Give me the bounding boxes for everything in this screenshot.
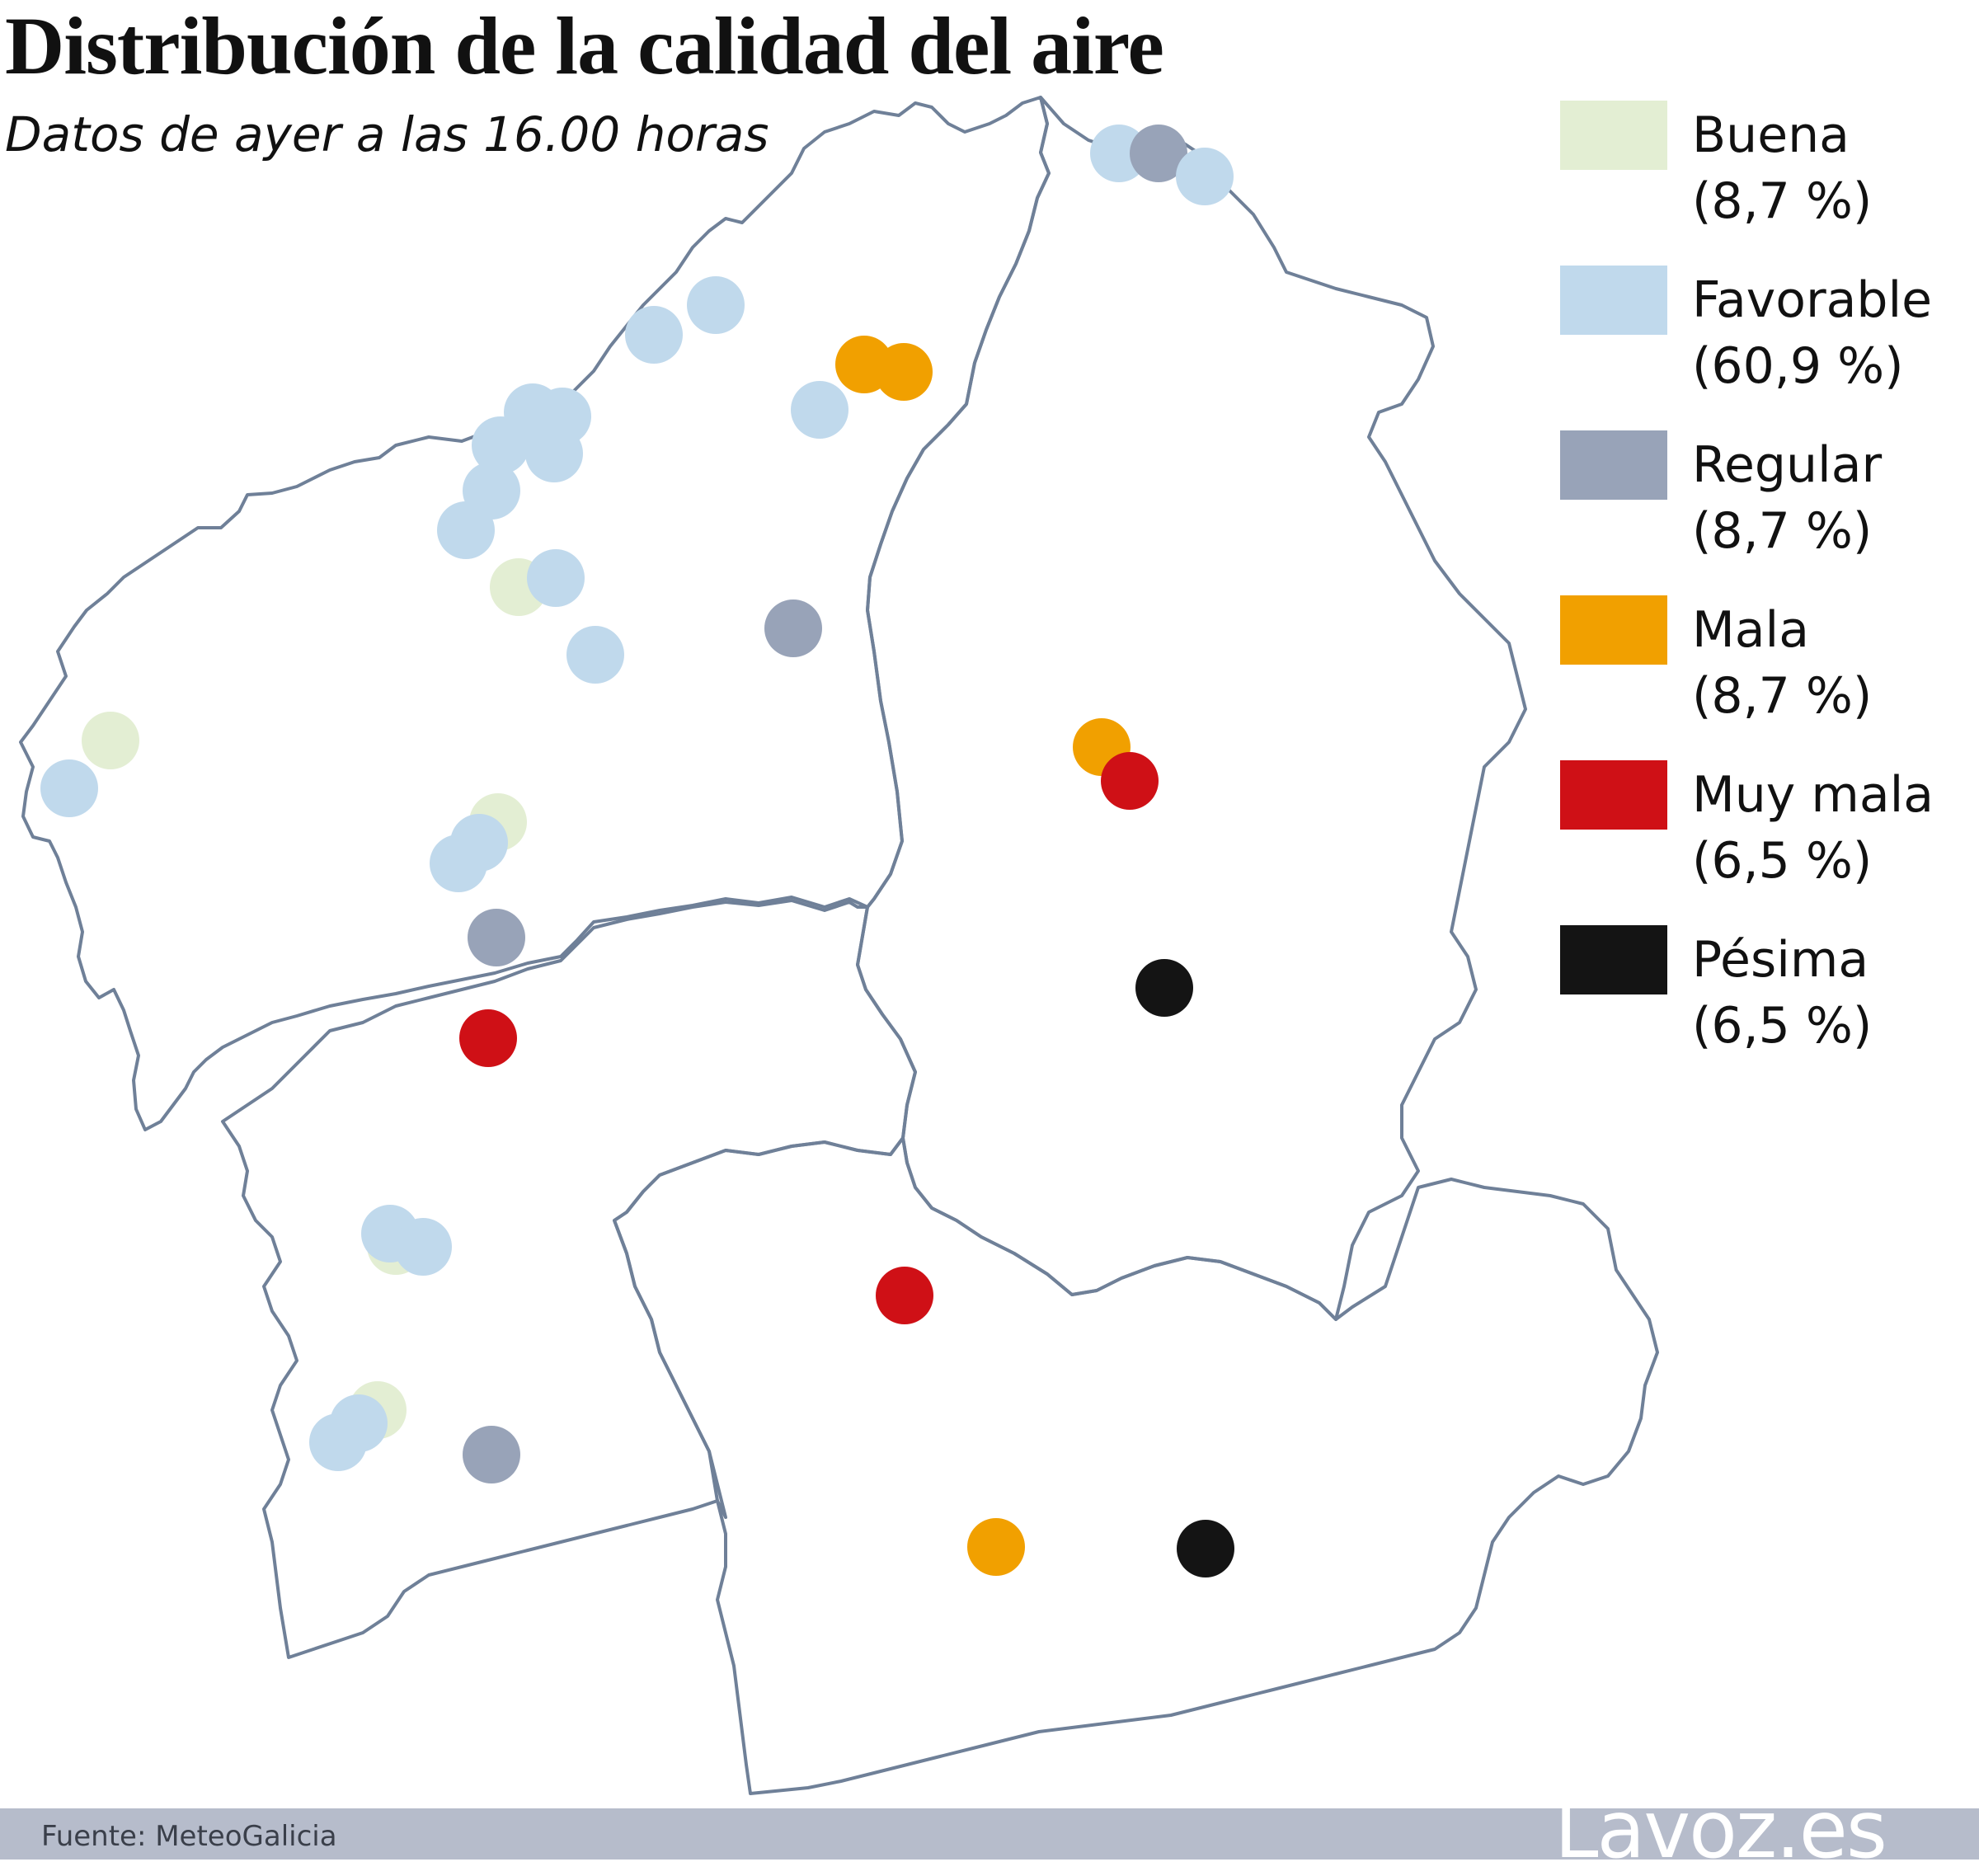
legend-swatch-muy-mala <box>1560 760 1667 830</box>
station-marker-favorable <box>430 835 487 892</box>
legend-label-favorable: Favorable <box>1692 271 1933 329</box>
station-marker-favorable <box>625 306 683 364</box>
legend-item-favorable: Favorable (60,9 %) <box>1560 266 1979 430</box>
station-marker-buena <box>82 712 139 769</box>
brand-logo: Lavoz.es <box>1554 1784 1887 1876</box>
legend-swatch-favorable <box>1560 266 1667 335</box>
station-marker-regular <box>468 909 525 966</box>
station-marker-favorable <box>527 549 585 607</box>
legend-swatch-mala <box>1560 595 1667 665</box>
station-marker-regular <box>463 1426 520 1483</box>
station-marker-favorable <box>330 1394 388 1452</box>
station-marker-favorable <box>472 416 529 474</box>
station-marker-favorable <box>40 759 98 817</box>
source-credit: Fuente: MeteoGalicia <box>41 1820 337 1853</box>
a-coruna-province-border <box>19 96 1051 1131</box>
map-title: Distribución de la calidad del aire <box>5 0 1164 92</box>
lugo-province-border <box>856 96 1527 1321</box>
station-marker-muy-mala <box>876 1267 933 1324</box>
station-marker-favorable <box>394 1218 452 1276</box>
station-marker-muy-mala <box>1101 752 1159 810</box>
station-marker-favorable <box>791 381 848 439</box>
station-marker-mala <box>875 343 933 401</box>
station-marker-pesima <box>1177 1520 1234 1577</box>
legend-item-mala: Mala (8,7 %) <box>1560 595 1979 760</box>
map-subtitle: Datos de ayer a las 16.00 horas <box>5 106 769 162</box>
ourense-province-border <box>613 1136 1659 1795</box>
station-marker-muy-mala <box>459 1009 517 1067</box>
legend-label-mala: Mala <box>1692 601 1809 659</box>
legend-label-muy-mala: Muy mala <box>1692 766 1934 824</box>
legend-swatch-pesima <box>1560 925 1667 994</box>
legend-label-pesima: Pésima <box>1692 931 1869 989</box>
station-marker-favorable <box>1090 125 1148 182</box>
legend: Buena (8,7 %) Favorable (60,9 %) Regular… <box>1560 101 1979 1090</box>
legend-pct-pesima: (6,5 %) <box>1692 997 1873 1055</box>
station-marker-pesima <box>1135 959 1193 1017</box>
station-marker-favorable <box>1176 148 1234 205</box>
legend-item-muy-mala: Muy mala (6,5 %) <box>1560 760 1979 925</box>
station-marker-favorable <box>525 425 583 482</box>
province-borders <box>19 96 1659 1795</box>
station-marker-regular <box>1130 125 1187 182</box>
legend-item-buena: Buena (8,7 %) <box>1560 101 1979 266</box>
station-marker-favorable <box>566 626 624 684</box>
legend-label-regular: Regular <box>1692 436 1883 494</box>
footer-bar: Fuente: MeteoGalicia Lavoz.es <box>0 1790 1979 1869</box>
legend-swatch-buena <box>1560 101 1667 170</box>
station-marker-mala <box>967 1518 1025 1576</box>
pontevedra-province-border <box>221 899 917 1659</box>
legend-item-pesima: Pésima (6,5 %) <box>1560 925 1979 1090</box>
station-marker-favorable <box>687 276 745 334</box>
legend-item-regular: Regular (8,7 %) <box>1560 430 1979 595</box>
legend-swatch-regular <box>1560 430 1667 500</box>
station-marker-regular <box>764 599 822 657</box>
legend-label-buena: Buena <box>1692 106 1850 164</box>
legend-pct-favorable: (60,9 %) <box>1692 337 1904 395</box>
legend-pct-regular: (8,7 %) <box>1692 502 1873 560</box>
station-markers <box>40 125 1234 1577</box>
legend-pct-buena: (8,7 %) <box>1692 172 1873 230</box>
legend-pct-muy-mala: (6,5 %) <box>1692 832 1873 890</box>
station-marker-favorable <box>437 501 495 559</box>
legend-pct-mala: (8,7 %) <box>1692 667 1873 725</box>
